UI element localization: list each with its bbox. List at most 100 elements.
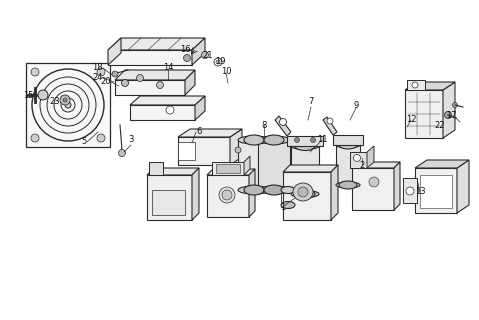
Ellipse shape xyxy=(219,187,235,203)
Text: 19: 19 xyxy=(215,58,225,67)
Ellipse shape xyxy=(291,142,319,149)
Text: 16: 16 xyxy=(180,45,190,54)
Circle shape xyxy=(63,98,67,102)
Polygon shape xyxy=(108,38,121,65)
Text: 1: 1 xyxy=(280,204,285,212)
Ellipse shape xyxy=(258,186,290,194)
Circle shape xyxy=(412,82,418,88)
Polygon shape xyxy=(108,50,192,65)
Circle shape xyxy=(137,75,144,82)
Polygon shape xyxy=(283,172,331,220)
Polygon shape xyxy=(367,146,374,168)
Circle shape xyxy=(166,106,174,114)
Polygon shape xyxy=(152,190,185,215)
Circle shape xyxy=(118,149,125,156)
Polygon shape xyxy=(287,136,323,146)
Circle shape xyxy=(60,95,70,105)
Circle shape xyxy=(97,68,105,76)
Polygon shape xyxy=(192,168,199,220)
Polygon shape xyxy=(147,168,199,175)
Polygon shape xyxy=(238,140,270,190)
Ellipse shape xyxy=(336,182,360,188)
Ellipse shape xyxy=(258,136,290,144)
Circle shape xyxy=(295,138,299,142)
Text: 22: 22 xyxy=(435,121,445,130)
Polygon shape xyxy=(178,137,230,165)
Polygon shape xyxy=(352,162,400,168)
Polygon shape xyxy=(407,80,425,90)
Polygon shape xyxy=(405,90,443,138)
Polygon shape xyxy=(415,168,457,213)
Ellipse shape xyxy=(291,190,319,197)
Polygon shape xyxy=(275,116,291,136)
Circle shape xyxy=(38,90,48,100)
Text: 23: 23 xyxy=(50,98,60,107)
Text: 3: 3 xyxy=(128,135,134,145)
Text: 7: 7 xyxy=(308,98,314,107)
Circle shape xyxy=(112,71,118,77)
Polygon shape xyxy=(207,169,255,175)
Circle shape xyxy=(445,111,452,118)
Circle shape xyxy=(122,79,128,86)
Text: 9: 9 xyxy=(354,100,359,109)
Text: 21: 21 xyxy=(203,51,213,60)
Polygon shape xyxy=(115,80,185,95)
Text: 13: 13 xyxy=(415,188,425,196)
Polygon shape xyxy=(331,165,338,220)
Polygon shape xyxy=(291,146,319,194)
Polygon shape xyxy=(244,156,250,175)
Polygon shape xyxy=(26,63,110,147)
Polygon shape xyxy=(130,105,195,120)
Ellipse shape xyxy=(295,189,315,198)
Ellipse shape xyxy=(281,202,295,209)
Text: 20: 20 xyxy=(101,77,111,86)
Circle shape xyxy=(327,118,333,124)
Polygon shape xyxy=(212,162,244,175)
Circle shape xyxy=(406,187,414,195)
Polygon shape xyxy=(333,135,363,145)
Polygon shape xyxy=(415,160,469,168)
Polygon shape xyxy=(249,169,255,217)
Polygon shape xyxy=(130,96,205,105)
Text: 15: 15 xyxy=(23,91,33,100)
Polygon shape xyxy=(185,70,195,95)
Polygon shape xyxy=(216,164,240,173)
Polygon shape xyxy=(207,175,249,217)
Text: 17: 17 xyxy=(445,110,456,119)
Text: 6: 6 xyxy=(196,127,201,137)
Polygon shape xyxy=(457,160,469,213)
Polygon shape xyxy=(115,70,195,80)
Ellipse shape xyxy=(238,136,270,144)
Text: 14: 14 xyxy=(163,63,173,73)
Ellipse shape xyxy=(281,187,295,194)
Circle shape xyxy=(369,177,379,187)
Circle shape xyxy=(157,82,163,89)
Circle shape xyxy=(183,54,191,61)
Polygon shape xyxy=(323,117,337,135)
Text: 18: 18 xyxy=(92,63,103,73)
Circle shape xyxy=(280,118,286,125)
Polygon shape xyxy=(394,162,400,210)
Text: 5: 5 xyxy=(82,138,87,147)
Text: 11: 11 xyxy=(317,135,327,145)
Polygon shape xyxy=(405,82,455,90)
Polygon shape xyxy=(352,168,394,210)
Polygon shape xyxy=(178,129,242,137)
Polygon shape xyxy=(230,129,242,165)
Circle shape xyxy=(235,147,241,153)
Polygon shape xyxy=(443,82,455,138)
Text: 12: 12 xyxy=(406,116,416,124)
Circle shape xyxy=(65,102,71,108)
Text: 2: 2 xyxy=(359,161,365,170)
Polygon shape xyxy=(149,162,163,175)
Circle shape xyxy=(216,60,220,64)
Ellipse shape xyxy=(238,186,270,194)
Polygon shape xyxy=(283,165,338,172)
Polygon shape xyxy=(350,152,367,168)
Text: 10: 10 xyxy=(221,68,231,76)
Circle shape xyxy=(202,52,208,59)
Text: 24: 24 xyxy=(92,74,103,83)
Polygon shape xyxy=(336,145,360,185)
Circle shape xyxy=(298,187,308,197)
Circle shape xyxy=(222,190,232,200)
